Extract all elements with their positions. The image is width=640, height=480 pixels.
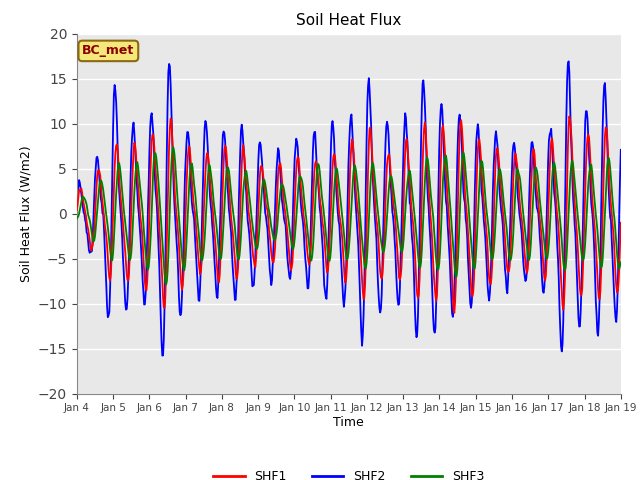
- Title: Soil Heat Flux: Soil Heat Flux: [296, 13, 401, 28]
- X-axis label: Time: Time: [333, 416, 364, 429]
- Text: BC_met: BC_met: [82, 44, 134, 58]
- Y-axis label: Soil Heat Flux (W/m2): Soil Heat Flux (W/m2): [19, 145, 32, 282]
- Legend: SHF1, SHF2, SHF3: SHF1, SHF2, SHF3: [209, 465, 489, 480]
